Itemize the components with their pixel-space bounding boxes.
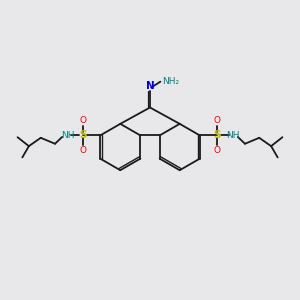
Text: NH₂: NH₂ [162, 77, 179, 86]
Text: NH: NH [61, 131, 74, 140]
Text: N: N [146, 81, 154, 91]
Text: NH: NH [226, 131, 239, 140]
Text: S: S [79, 130, 87, 140]
Text: O: O [80, 146, 86, 155]
Text: O: O [80, 116, 86, 125]
Text: O: O [214, 146, 220, 155]
Text: O: O [214, 116, 220, 125]
Text: S: S [213, 130, 221, 140]
